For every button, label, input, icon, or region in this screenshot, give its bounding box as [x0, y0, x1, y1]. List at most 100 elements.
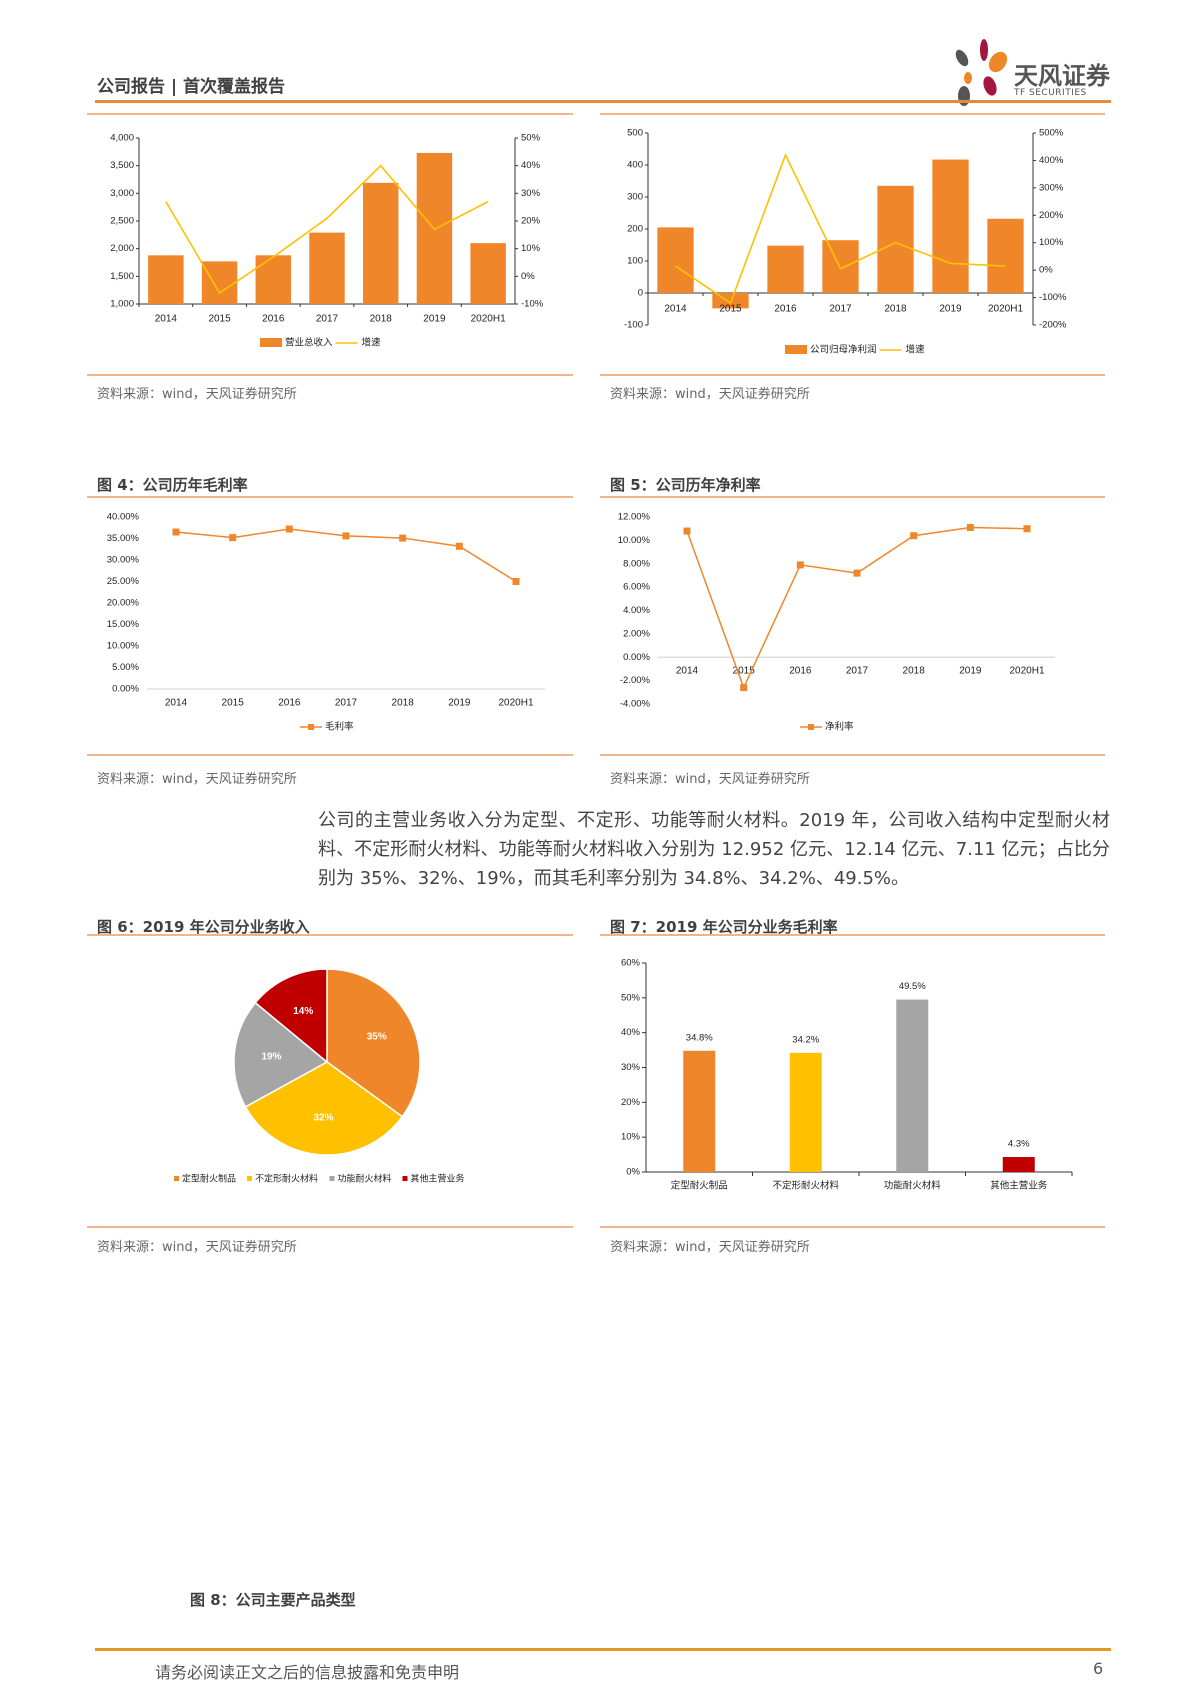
- bar: [987, 218, 1024, 293]
- y-tick-label: 1,000: [110, 299, 134, 310]
- y2-tick-label: -200%: [1039, 320, 1067, 331]
- data-label: 34.2%: [792, 1034, 819, 1045]
- y-tick-label: -100: [624, 320, 643, 331]
- x-tick-label: 2018: [884, 304, 907, 315]
- x-tick-label: 2018: [903, 666, 926, 677]
- x-tick-label: 2017: [846, 666, 869, 677]
- segment-margin-chart: 0% 10% 20% 30% 40% 50% 60% 34.8% 定型耐火制品 34.2% 不定形耐…: [621, 958, 1073, 1192]
- slice-label: 19%: [261, 1051, 281, 1062]
- x-tick-label: 定型耐火制品: [671, 1180, 728, 1192]
- data-point: [342, 532, 350, 540]
- bar: [148, 255, 184, 304]
- x-tick-label: 不定形耐火材料: [772, 1180, 839, 1192]
- source-note: 资料来源：wind，天风证券研究所: [610, 1240, 810, 1255]
- y-tick-label: 20.00%: [107, 598, 140, 609]
- y-tick-label: 40%: [621, 1027, 641, 1038]
- y-tick-label: 100: [627, 256, 643, 267]
- legend-label: 增速: [906, 344, 926, 356]
- y2-tick-label: 20%: [521, 216, 541, 227]
- legend-swatch-marker: [308, 724, 314, 730]
- data-point: [683, 527, 691, 535]
- body-paragraph: 公司的主营业务收入分为定型、不定形、功能等耐火材料。2019 年，公司收入结构中…: [318, 810, 1110, 889]
- y-tick-label: 4,000: [110, 133, 134, 144]
- bar: [657, 227, 694, 293]
- x-tick-label: 2019: [959, 666, 982, 677]
- series-line: [686, 526, 1028, 690]
- legend-label: 营业总收入: [285, 337, 333, 349]
- y-tick-label: 8.00%: [623, 558, 650, 569]
- data-point: [796, 561, 804, 569]
- pie-slice: [326, 968, 421, 1118]
- x-tick-label: 2018: [392, 698, 415, 709]
- panel-rule: [87, 113, 573, 115]
- data-label: 34.8%: [686, 1032, 713, 1043]
- y-tick-label: 25.00%: [107, 576, 140, 587]
- y-tick-label: -4.00%: [620, 699, 651, 710]
- y-tick-label: 3,500: [110, 160, 134, 171]
- x-tick-label: 2014: [155, 314, 178, 325]
- data-point: [455, 542, 463, 550]
- data-label: 4.3%: [1008, 1139, 1030, 1150]
- tf-securities-logo-icon: [955, 39, 1008, 106]
- pie-slice: [244, 1061, 404, 1156]
- y-tick-label: 4.00%: [623, 605, 650, 616]
- bar: [683, 1050, 716, 1172]
- x-tick-label: 2019: [448, 698, 471, 709]
- growth-line: [165, 164, 489, 295]
- y2-tick-label: 200%: [1039, 210, 1064, 221]
- x-tick-label: 2017: [335, 698, 358, 709]
- panel-rule: [87, 754, 573, 756]
- y2-tick-label: 40%: [521, 160, 541, 171]
- legend-swatch: [402, 1176, 408, 1181]
- source-note: 资料来源：wind，天风证券研究所: [610, 772, 810, 787]
- legend-swatch-bar: [785, 345, 807, 354]
- data-point: [172, 528, 180, 536]
- y2-tick-label: 400%: [1039, 155, 1064, 166]
- legend-label: 公司归母净利润: [810, 344, 877, 356]
- y-tick-label: 10.00%: [618, 535, 651, 546]
- legend-label: 增速: [362, 337, 382, 349]
- y-tick-label: 10%: [621, 1132, 641, 1143]
- bar: [1002, 1157, 1035, 1172]
- legend-swatch: [329, 1176, 335, 1181]
- pie-slice: [254, 968, 328, 1064]
- fig8-title: 图 8：公司主要产品类型: [190, 1591, 356, 1609]
- data-point: [512, 578, 520, 585]
- x-tick-label: 其他主营业务: [990, 1180, 1048, 1192]
- slice-label: 14%: [293, 1006, 313, 1017]
- data-label: 49.5%: [899, 981, 926, 992]
- x-tick-label: 2015: [208, 314, 231, 325]
- y2-tick-label: 0%: [521, 271, 535, 282]
- source-note: 资料来源：wind，天风证券研究所: [97, 1240, 297, 1255]
- pie-slice: [233, 1001, 329, 1108]
- y2-tick-label: 100%: [1039, 237, 1064, 248]
- growth-line: [675, 152, 1006, 305]
- x-tick-label: 2014: [676, 666, 699, 677]
- y-tick-label: 15.00%: [107, 619, 140, 630]
- y-tick-label: 50%: [621, 992, 641, 1003]
- data-point: [399, 534, 407, 542]
- x-tick-label: 2017: [316, 314, 339, 325]
- bar: [877, 185, 914, 293]
- legend-swatch-bar: [260, 338, 282, 347]
- y2-tick-label: 10%: [521, 243, 541, 254]
- x-tick-label: 2015: [222, 698, 245, 709]
- source-note: 资料来源：wind，天风证券研究所: [97, 772, 297, 787]
- y-tick-label: 60%: [621, 958, 641, 969]
- fig4-title: 图 4：公司历年毛利率: [97, 476, 248, 494]
- bar: [362, 182, 399, 304]
- x-tick-label: 2016: [278, 698, 301, 709]
- x-tick-label: 2019: [939, 304, 962, 315]
- bar: [896, 999, 929, 1172]
- data-point: [740, 684, 748, 692]
- legend-label: 功能耐火材料: [338, 1172, 392, 1183]
- y-tick-label: 2.00%: [623, 628, 650, 639]
- panel-rule: [87, 934, 573, 936]
- y2-tick-label: 300%: [1039, 182, 1064, 193]
- y-tick-label: 0%: [626, 1167, 640, 1178]
- slice-label: 32%: [313, 1112, 333, 1123]
- data-point: [285, 525, 293, 533]
- data-point: [1023, 525, 1031, 533]
- y-tick-label: 35.00%: [107, 533, 140, 544]
- data-point: [910, 532, 918, 540]
